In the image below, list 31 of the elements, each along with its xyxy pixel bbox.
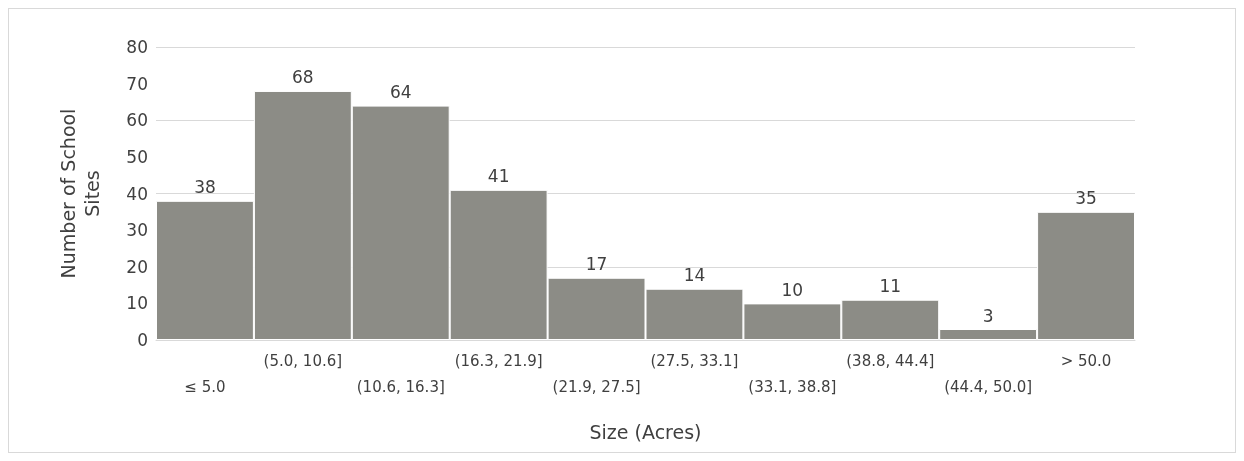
- x-tick-label: (44.4, 50.0]: [944, 378, 1033, 396]
- y-tick-label: 10: [126, 293, 148, 314]
- x-tick-label: (10.6, 16.3]: [356, 378, 445, 396]
- y-tick-label: 0: [137, 330, 148, 350]
- x-tick-label: (27.5, 33.1]: [650, 352, 739, 370]
- x-tick-label: (21.9, 27.5]: [552, 378, 641, 396]
- x-tick-label: (33.1, 38.8]: [748, 378, 837, 396]
- x-axis-title: Size (Acres): [589, 420, 702, 443]
- x-tick-label: ≤ 5.0: [184, 378, 226, 396]
- data-label: 10: [781, 279, 804, 300]
- y-tick-label: 70: [126, 73, 148, 94]
- y-axis-title: Number of School Sites: [57, 108, 103, 279]
- data-label: 41: [487, 166, 510, 187]
- x-tick-label: (5.0, 10.6]: [263, 352, 343, 370]
- data-label: 14: [683, 265, 706, 286]
- y-tick-label: 30: [126, 220, 148, 241]
- x-tick-label: (38.8, 44.4]: [846, 352, 935, 370]
- y-tick-label: 40: [126, 183, 148, 204]
- data-label: 3: [982, 305, 994, 326]
- data-label: 68: [292, 67, 314, 88]
- data-label: 17: [585, 254, 608, 275]
- y-tick-label: 80: [126, 37, 148, 57]
- x-tick-label: (16.3, 21.9]: [454, 352, 543, 370]
- data-label: 35: [1075, 188, 1097, 209]
- y-tick-label: 60: [126, 110, 148, 131]
- data-label: 64: [389, 82, 412, 103]
- x-tick-label: > 50.0: [1060, 352, 1112, 370]
- y-tick-label: 50: [126, 146, 148, 167]
- y-tick-label: 20: [126, 256, 148, 277]
- data-label: 11: [879, 276, 902, 297]
- data-label: 38: [194, 177, 216, 198]
